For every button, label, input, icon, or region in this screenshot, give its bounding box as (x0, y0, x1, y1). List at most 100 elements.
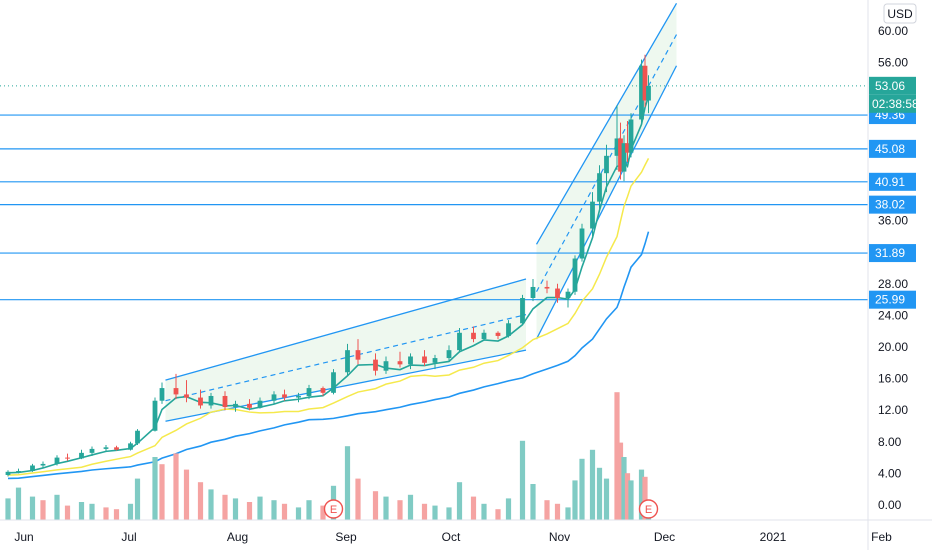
level-tag-label-1: 45.08 (875, 142, 905, 156)
volume-bar-40 (495, 509, 501, 520)
volume-bar-48 (579, 458, 585, 520)
candle-body-34 (422, 356, 427, 363)
volume-bar-29 (355, 478, 361, 520)
volume-bars (5, 392, 652, 520)
price-axis[interactable]: 60.00 56.00 36.00 28.00 24.00 20.00 16.00 12.00… (878, 24, 908, 512)
candle-body-28 (345, 350, 350, 373)
candle-body-27 (331, 372, 336, 393)
y-tick-label-6: 16.00 (878, 372, 908, 386)
candle-body-3 (40, 463, 46, 466)
candle-body-53 (618, 138, 623, 172)
earnings-markers[interactable]: EEE (0, 499, 659, 519)
level-tag-box-2 (869, 172, 916, 191)
candle-body-54 (621, 143, 627, 172)
volume-bar-5 (64, 505, 71, 520)
volume-bar-32 (397, 500, 403, 520)
level-tag-label-5: 25.99 (875, 293, 905, 307)
volume-bar-0 (5, 498, 11, 520)
volume-bar-23 (281, 503, 288, 520)
candle-body-38 (471, 332, 476, 340)
candle-body-49 (590, 201, 595, 229)
candles (5, 54, 651, 477)
candle-body-13 (159, 388, 165, 401)
earnings-marker-circle (638, 499, 659, 519)
level-tag-label-4: 31.89 (875, 246, 905, 260)
volume-bar-26 (320, 505, 326, 520)
candle-body-24 (296, 395, 301, 398)
candle-body-11 (135, 430, 140, 444)
y-tick-label-9: 4.00 (878, 466, 902, 480)
volume-bar-39 (481, 503, 487, 520)
candle-body-59 (646, 85, 651, 101)
volume-bar-13 (159, 464, 165, 520)
candle-body-35 (432, 358, 438, 363)
volume-bar-57 (638, 469, 645, 520)
horizontal-levels[interactable] (0, 85, 868, 301)
volume-bar-4 (54, 494, 60, 520)
earnings-marker-1[interactable]: E (323, 499, 344, 519)
candle-body-46 (565, 291, 571, 299)
x-tick-label-4: Oct (442, 530, 461, 544)
volume-bar-12 (152, 457, 158, 520)
volume-bar-24 (295, 507, 302, 520)
volume-bar-11 (134, 478, 141, 520)
volume-bar-3 (40, 500, 46, 520)
x-tick-label-7: 2021 (760, 530, 787, 544)
candle-body-26 (320, 388, 326, 393)
currency-label[interactable]: USD (887, 7, 913, 21)
candle-body-42 (520, 298, 525, 324)
channel-summer-median (165, 314, 527, 402)
volume-bar-1 (15, 487, 22, 520)
candle-body-45 (555, 288, 560, 299)
price-tags: 49.3645.0840.9138.0231.8925.9953.0602:38… (869, 76, 919, 309)
volume-bar-35 (432, 505, 438, 520)
candle-body-37 (457, 332, 462, 351)
earnings-marker-2[interactable]: E (638, 499, 659, 519)
channel-summer-upper[interactable] (165, 278, 527, 381)
volume-bar-16 (197, 482, 204, 520)
candle-body-22 (271, 394, 277, 401)
candle-body-36 (446, 350, 452, 359)
candle-body-16 (198, 397, 203, 406)
candle-body-21 (257, 400, 263, 408)
currency-badge-box (883, 3, 917, 24)
last-price-tag-box (869, 76, 916, 95)
volume-bar-33 (407, 494, 414, 520)
candle-body-5 (65, 457, 70, 459)
volume-bar-22 (271, 500, 277, 520)
candle-body-15 (184, 394, 189, 398)
x-tick-label-8: Feb (871, 530, 892, 544)
volume-bar-2 (29, 496, 36, 520)
candle-body-40 (495, 332, 501, 336)
volume-bar-49 (589, 449, 596, 520)
volume-bar-15 (183, 469, 190, 520)
level-tag-label-2: 40.91 (875, 175, 905, 189)
candle-body-44 (544, 286, 550, 289)
time-axis[interactable]: Jun Jul Aug Sep Oct Nov Dec 2021 Feb (14, 530, 892, 544)
volume-bar-30 (372, 491, 379, 520)
candle-body-52 (614, 138, 620, 156)
volume-bar-50 (596, 467, 603, 520)
volume-bar-36 (446, 507, 452, 520)
candle-body-47 (572, 258, 578, 292)
volume-bar-55 (624, 473, 631, 520)
candle-body-20 (247, 403, 252, 408)
earnings-marker-label: E (645, 504, 652, 516)
volume-bar-31 (383, 496, 389, 520)
currency-badge[interactable]: USD (883, 3, 917, 24)
last-price-tag-label: 53.06 (875, 79, 905, 93)
volume-bar-42 (519, 440, 526, 520)
candle-body-25 (306, 388, 312, 396)
volume-bar-51 (603, 478, 610, 520)
candle-body-33 (408, 356, 413, 365)
volume-bar-46 (565, 507, 571, 520)
candle-body-51 (604, 155, 609, 174)
candle-body-9 (114, 447, 119, 450)
volume-bar-25 (306, 500, 312, 520)
candle-body-17 (208, 395, 214, 406)
candle-body-56 (628, 119, 634, 153)
candle-body-29 (355, 350, 361, 360)
volume-bar-20 (246, 502, 253, 520)
